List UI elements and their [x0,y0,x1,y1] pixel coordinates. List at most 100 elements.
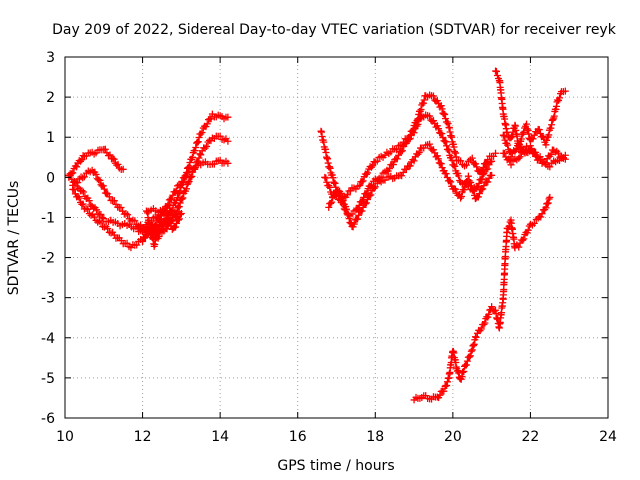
data-point-marker [462,161,470,169]
data-point-marker [547,124,555,132]
data-point-marker [507,161,515,169]
data-point-marker [77,157,85,165]
data-point-marker [504,155,512,163]
data-point-marker [224,137,232,145]
data-point-marker [355,211,363,219]
data-point-marker [420,96,428,104]
data-point-marker [544,199,552,207]
data-point-marker [468,154,476,162]
data-point-marker [546,193,554,201]
data-point-marker [429,92,437,100]
data-point-marker [520,128,528,136]
data-point-marker [166,201,174,209]
data-point-marker [434,125,442,133]
data-point-marker [356,181,364,189]
data-point-marker [330,178,338,186]
data-point-marker [326,183,334,191]
data-point-marker [426,112,434,120]
data-point-marker [472,160,480,168]
data-point-marker [538,210,546,218]
grid-lines [65,57,608,418]
data-point-marker [141,233,149,241]
data-point-marker [436,391,444,399]
data-point-marker [414,120,422,128]
data-point-marker [516,153,524,161]
data-point-marker [362,170,370,178]
data-point-marker [548,121,556,129]
data-point-marker [192,143,200,151]
data-point-marker [415,148,423,156]
data-point-marker [186,158,194,166]
data-point-marker [329,174,337,182]
data-point-marker [447,178,455,186]
data-point-marker [465,353,473,361]
data-point-marker [74,179,82,187]
data-point-marker [488,303,496,311]
x-tick-label: 12 [134,429,152,445]
data-point-marker [224,159,232,167]
data-point-marker [529,135,537,143]
data-point-marker [492,149,500,157]
data-point-marker [191,147,199,155]
data-point-marker [515,154,523,162]
y-axis-label: SDTVAR / TECUs [6,181,22,296]
data-point-marker [194,138,202,146]
series-track-8 [325,140,496,231]
data-point-marker [488,157,496,165]
data-point-marker [405,135,413,143]
data-point-marker [198,128,206,136]
data-point-marker [440,387,448,395]
data-point-marker [470,187,478,195]
data-point-marker [402,139,410,147]
data-point-marker [429,146,437,154]
data-point-marker [84,206,92,214]
data-point-marker [331,179,339,187]
data-point-marker [82,204,90,212]
x-tick-label: 16 [289,429,307,445]
data-point-marker [172,187,180,195]
data-point-marker [325,163,333,171]
x-tick-label: 18 [366,429,384,445]
data-point-marker [523,142,531,150]
data-point-marker [543,136,551,144]
data-point-marker [479,171,487,179]
plot-frame [64,56,609,419]
data-point-marker [438,105,446,113]
data-point-marker [457,192,465,200]
data-point-marker [472,333,480,341]
data-point-marker [443,378,451,386]
series-track-12 [499,142,569,171]
data-point-marker [443,142,451,150]
data-point-marker [457,157,465,165]
data-point-marker [350,220,358,228]
data-point-marker [389,161,397,169]
data-point-marker [178,195,186,203]
data-point-marker [197,151,205,159]
data-point-marker [530,131,538,139]
data-point-marker [122,210,130,218]
data-point-marker [90,213,98,221]
data-point-marker [119,165,127,173]
data-point-marker [358,207,366,215]
data-point-marker [182,173,190,181]
data-point-marker [197,130,205,138]
data-point-marker [561,87,569,95]
data-point-marker [410,129,418,137]
data-point-marker [361,200,369,208]
data-point-marker [463,357,471,365]
data-point-marker [532,153,540,161]
data-point-marker [545,131,553,139]
data-point-marker [542,204,550,212]
data-point-marker [367,163,375,171]
y-tick-label: -5 [41,371,55,387]
data-point-marker [398,172,406,180]
data-point-marker [73,163,81,171]
data-point-marker [99,182,107,190]
data-point-marker [191,165,199,173]
series-track-7 [321,111,496,220]
data-point-marker [475,180,483,188]
data-point-marker [78,156,86,164]
data-point-marker [537,213,545,221]
data-point-marker [561,155,569,163]
